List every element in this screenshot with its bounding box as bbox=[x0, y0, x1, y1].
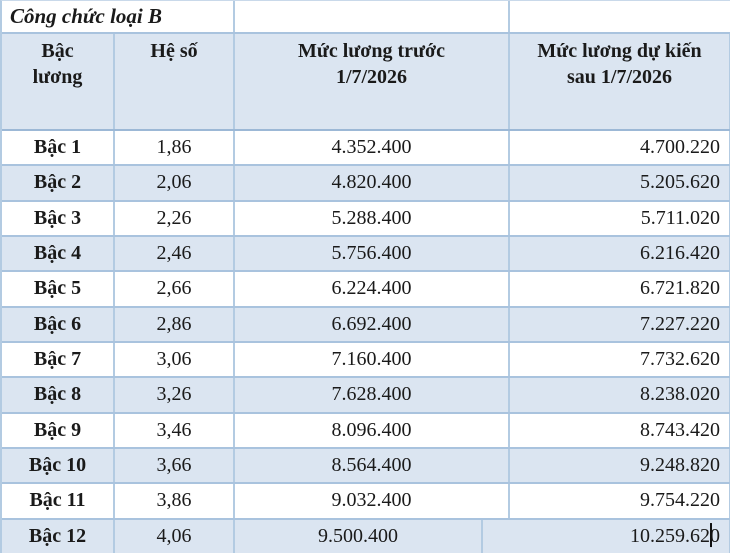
coefficient-cell: 1,86 bbox=[115, 131, 235, 165]
salary-after-cell: 7.227.220 bbox=[510, 307, 730, 341]
header-salary-after-line1: Mức lương dự kiến bbox=[537, 40, 702, 62]
table-row: Bậc 11 3,86 9.032.400 9.754.220 bbox=[2, 484, 730, 520]
salary-after-cell: 9.248.820 bbox=[510, 448, 730, 483]
level-cell: Bậc 8 bbox=[2, 378, 115, 412]
coefficient-cell: 2,46 bbox=[115, 236, 235, 271]
salary-after-cell: 4.700.220 bbox=[510, 131, 730, 165]
level-cell: Bậc 7 bbox=[2, 342, 115, 377]
table-title-row: Công chức loại B bbox=[2, 1, 730, 34]
header-salary-before-line2: 1/7/2026 bbox=[335, 66, 408, 88]
table-row: Bậc 1 1,86 4.352.400 4.700.220 bbox=[2, 131, 730, 167]
coefficient-cell: 2,86 bbox=[115, 307, 235, 341]
level-cell: Bậc 12 bbox=[2, 519, 115, 553]
level-cell: Bậc 11 bbox=[2, 484, 115, 518]
salary-after-value: 10.259.620 bbox=[630, 524, 720, 547]
level-cell: Bậc 3 bbox=[2, 201, 115, 235]
header-salary-before-line1: Mức lương trước bbox=[297, 40, 445, 62]
salary-before-cell: 7.628.400 bbox=[235, 378, 510, 412]
table-header-row: Bậc lương Hệ số Mức lương trước 1/7/2026… bbox=[2, 34, 730, 131]
coefficient-cell: 3,46 bbox=[115, 413, 235, 447]
salary-after-cell: 5.711.020 bbox=[510, 201, 730, 235]
salary-before-cell: 4.352.400 bbox=[235, 131, 510, 165]
salary-before-cell: 5.288.400 bbox=[235, 201, 510, 235]
salary-before-cell: 5.756.400 bbox=[235, 236, 510, 271]
coefficient-cell: 2,06 bbox=[115, 166, 235, 200]
table-row: Bậc 6 2,86 6.692.400 7.227.220 bbox=[2, 307, 730, 343]
title-empty-cell-after bbox=[510, 1, 730, 32]
coefficient-cell: 2,66 bbox=[115, 272, 235, 306]
salary-before-cell: 6.224.400 bbox=[235, 272, 510, 306]
level-cell: Bậc 4 bbox=[2, 236, 115, 271]
salary-before-cell: 8.096.400 bbox=[235, 413, 510, 447]
header-salary-after-line2: sau 1/7/2026 bbox=[566, 66, 673, 88]
level-cell: Bậc 9 bbox=[2, 413, 115, 447]
salary-after-cell: 7.732.620 bbox=[510, 342, 730, 377]
salary-before-value: 9.500.400 bbox=[318, 524, 398, 547]
coefficient-cell: 3,86 bbox=[115, 484, 235, 518]
header-level-line2: lương bbox=[32, 66, 83, 88]
table-row: Bậc 5 2,66 6.224.400 6.721.820 bbox=[2, 272, 730, 308]
header-salary-before: Mức lương trước 1/7/2026 bbox=[235, 34, 510, 129]
table-row: Bậc 2 2,06 4.820.400 5.205.620 bbox=[2, 166, 730, 202]
salary-before-cell: 6.692.400 bbox=[235, 307, 510, 341]
salary-after-cell: 5.205.620 bbox=[510, 166, 730, 200]
level-cell: Bậc 1 bbox=[2, 131, 115, 165]
table-row: Bậc 12 4,06 9.500.400 10.259.620 bbox=[2, 519, 730, 553]
table-row: Bậc 8 3,26 7.628.400 8.238.020 bbox=[2, 378, 730, 414]
header-level: Bậc lương bbox=[2, 34, 115, 129]
salary-before-cell: 9.032.400 bbox=[235, 484, 510, 518]
salary-before-cell: 9.500.400 bbox=[235, 519, 483, 553]
salary-after-cell: 6.721.820 bbox=[510, 272, 730, 306]
header-salary-after: Mức lương dự kiến sau 1/7/2026 bbox=[510, 34, 730, 129]
level-cell: Bậc 2 bbox=[2, 166, 115, 200]
salary-before-cell: 7.160.400 bbox=[235, 342, 510, 377]
header-coefficient-line1: Hệ số bbox=[150, 40, 198, 62]
coefficient-cell: 2,26 bbox=[115, 201, 235, 235]
salary-after-cell: 8.743.420 bbox=[510, 413, 730, 447]
table-body: Bậc 1 1,86 4.352.400 4.700.220 Bậc 2 2,0… bbox=[2, 131, 730, 553]
table-row: Bậc 7 3,06 7.160.400 7.732.620 bbox=[2, 342, 730, 379]
level-cell: Bậc 6 bbox=[2, 307, 115, 341]
salary-before-cell: 8.564.400 bbox=[235, 448, 510, 483]
coefficient-cell: 4,06 bbox=[115, 519, 235, 553]
table-row: Bậc 10 3,66 8.564.400 9.248.820 bbox=[2, 448, 730, 485]
coefficient-cell: 3,06 bbox=[115, 342, 235, 377]
title-empty-cell-before bbox=[235, 1, 510, 32]
coefficient-cell: 3,66 bbox=[115, 448, 235, 483]
salary-after-cell: 8.238.020 bbox=[510, 378, 730, 412]
salary-after-cell: 6.216.420 bbox=[510, 236, 730, 271]
table-title: Công chức loại B bbox=[2, 1, 235, 32]
level-cell: Bậc 5 bbox=[2, 272, 115, 306]
table-row: Bậc 3 2,26 5.288.400 5.711.020 bbox=[2, 201, 730, 237]
coefficient-cell: 3,26 bbox=[115, 378, 235, 412]
salary-before-cell: 4.820.400 bbox=[235, 166, 510, 200]
salary-after-cell: 9.754.220 bbox=[510, 484, 730, 518]
level-cell: Bậc 10 bbox=[2, 448, 115, 483]
salary-after-cell[interactable]: 10.259.620 bbox=[483, 519, 730, 553]
table-row: Bậc 4 2,46 5.756.400 6.216.420 bbox=[2, 236, 730, 273]
header-coefficient: Hệ số bbox=[115, 34, 235, 129]
header-level-line1: Bậc bbox=[41, 40, 74, 62]
text-caret bbox=[710, 523, 712, 548]
table-row: Bậc 9 3,46 8.096.400 8.743.420 bbox=[2, 413, 730, 449]
